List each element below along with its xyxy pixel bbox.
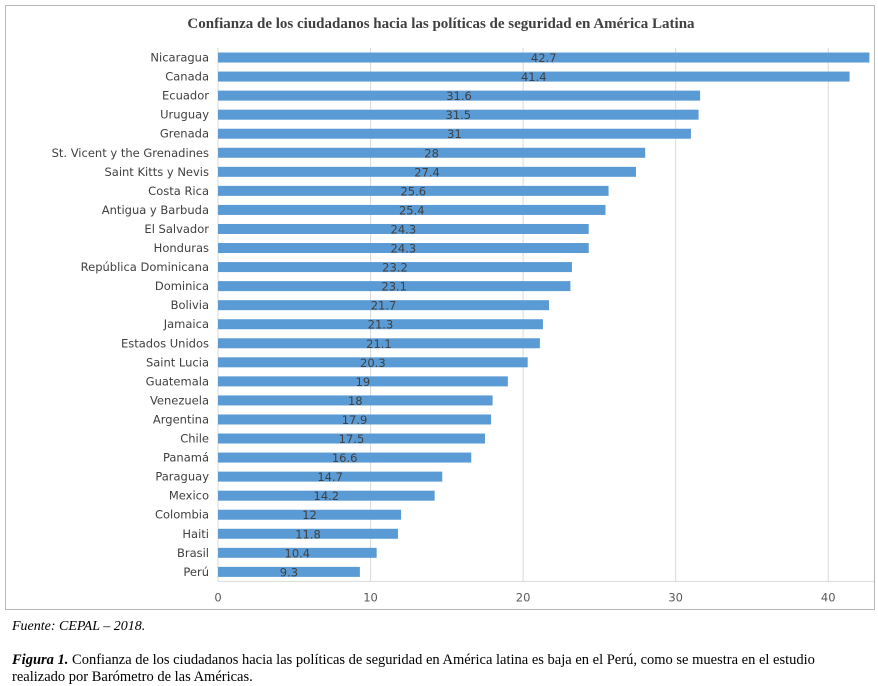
data-label: 31.5 — [445, 108, 471, 122]
data-label: 25.4 — [399, 203, 425, 217]
category-label: Venezuela — [150, 393, 209, 407]
x-tick-label: 10 — [363, 590, 378, 604]
bar — [218, 566, 360, 577]
bar — [218, 243, 589, 254]
bar — [218, 376, 508, 387]
bar — [218, 509, 402, 520]
category-label: Estados Unidos — [121, 336, 209, 350]
data-label: 25.6 — [400, 184, 426, 198]
bar — [218, 357, 528, 368]
bar — [218, 262, 572, 273]
data-label: 14.2 — [314, 489, 340, 503]
data-label: 17.5 — [339, 432, 365, 446]
data-label: 19 — [356, 375, 371, 389]
bar — [218, 433, 485, 444]
source-note: Fuente: CEPAL – 2018. — [12, 619, 146, 634]
bar — [218, 471, 443, 482]
category-label: Ecuador — [162, 89, 209, 103]
data-label: 11.8 — [295, 527, 321, 541]
bar — [218, 300, 550, 311]
data-label: 31.6 — [446, 89, 472, 103]
data-label: 27.4 — [414, 165, 440, 179]
figure-caption: Figura 1. Confianza de los ciudadanos ha… — [12, 652, 862, 686]
bar — [218, 319, 543, 330]
category-label: Honduras — [154, 241, 209, 255]
category-label: Canada — [165, 70, 209, 84]
figure-label: Figura 1. — [12, 652, 69, 668]
data-label: 10.4 — [285, 546, 311, 560]
figure-caption-text: Confianza de los ciudadanos hacia las po… — [12, 652, 815, 685]
data-label: 20.3 — [360, 356, 386, 370]
category-label: Guatemala — [146, 374, 209, 388]
category-label: Antigua y Barbuda — [102, 203, 209, 217]
category-label: Haiti — [182, 527, 209, 541]
data-label: 17.9 — [342, 413, 368, 427]
category-label: Perú — [183, 565, 209, 579]
bar — [218, 166, 637, 177]
category-label: Mexico — [169, 489, 209, 503]
bar — [218, 547, 377, 558]
bar — [218, 52, 870, 63]
data-label: 24.3 — [391, 222, 417, 236]
data-label: 42.7 — [531, 51, 557, 65]
data-label: 12 — [302, 508, 317, 522]
x-tick-label: 30 — [668, 590, 683, 604]
x-tick-label: 0 — [214, 590, 221, 604]
category-label: Costa Rica — [148, 184, 209, 198]
category-label: Brasil — [177, 546, 209, 560]
category-label: Jamaica — [163, 317, 209, 331]
bar — [218, 109, 699, 120]
category-label: Panamá — [163, 451, 209, 465]
data-label: 41.4 — [521, 70, 547, 84]
data-label: 21.1 — [366, 337, 392, 351]
bar — [218, 338, 540, 349]
data-label: 18 — [348, 394, 363, 408]
bar — [218, 90, 701, 101]
category-label: St. Vicent y the Grenadines — [52, 146, 209, 160]
category-label: Argentina — [153, 412, 209, 426]
data-label: 23.1 — [381, 280, 407, 294]
bar — [218, 414, 492, 425]
category-label: Colombia — [155, 508, 209, 522]
bar — [218, 147, 646, 158]
category-label: Saint Kitts y Nevis — [104, 165, 209, 179]
bar-chart: 0 10 20 30 40 Nicaragua 42.7 Canada 41.4 Ecuador 3… — [52, 48, 874, 604]
data-label: 21.7 — [371, 299, 397, 313]
data-label: 23.2 — [382, 261, 408, 275]
bar — [218, 204, 606, 215]
data-label: 14.7 — [317, 470, 343, 484]
category-label: República Dominicana — [81, 260, 209, 274]
bar — [218, 71, 850, 82]
bar — [218, 490, 435, 501]
bar — [218, 281, 571, 292]
bar — [218, 223, 589, 234]
category-label: Chile — [180, 432, 209, 446]
data-label: 21.3 — [368, 318, 394, 332]
x-tick-label: 40 — [821, 590, 836, 604]
category-label: Nicaragua — [150, 51, 209, 65]
category-label: Grenada — [160, 127, 209, 141]
bar — [218, 395, 493, 406]
category-label: Saint Lucia — [146, 355, 209, 369]
data-label: 28 — [424, 146, 439, 160]
data-label: 16.6 — [332, 451, 358, 465]
bar — [218, 528, 399, 539]
bar — [218, 452, 472, 463]
category-label: Paraguay — [155, 470, 209, 484]
category-label: Bolivia — [171, 298, 209, 312]
category-label: Dominica — [155, 279, 209, 293]
chart-title: Confianza de los ciudadanos hacia las po… — [187, 16, 695, 32]
bar — [218, 185, 609, 196]
data-label: 9.3 — [280, 565, 298, 579]
x-tick-label: 20 — [516, 590, 531, 604]
category-label: Uruguay — [160, 108, 209, 122]
data-label: 24.3 — [391, 242, 417, 256]
bar — [218, 128, 691, 139]
chart-frame: Confianza de los ciudadanos hacia las po… — [5, 5, 875, 610]
data-label: 31 — [447, 127, 462, 141]
category-label: El Salvador — [144, 222, 209, 236]
